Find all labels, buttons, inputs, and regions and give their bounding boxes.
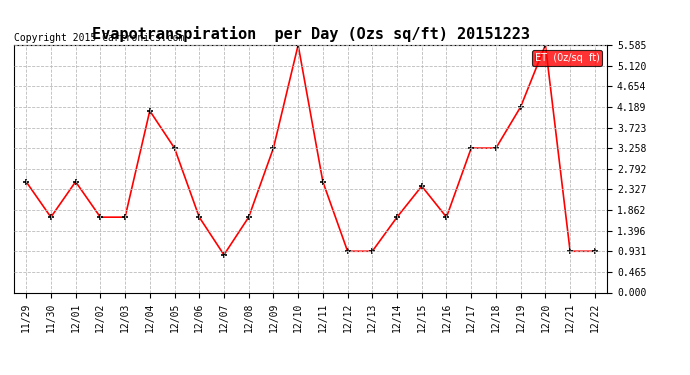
Title: Evapotranspiration  per Day (Ozs sq/ft) 20151223: Evapotranspiration per Day (Ozs sq/ft) 2… <box>92 27 529 42</box>
Text: Copyright 2015 Cartronics.com: Copyright 2015 Cartronics.com <box>14 33 184 42</box>
Legend: ET  (0z/sq  ft): ET (0z/sq ft) <box>531 50 602 66</box>
